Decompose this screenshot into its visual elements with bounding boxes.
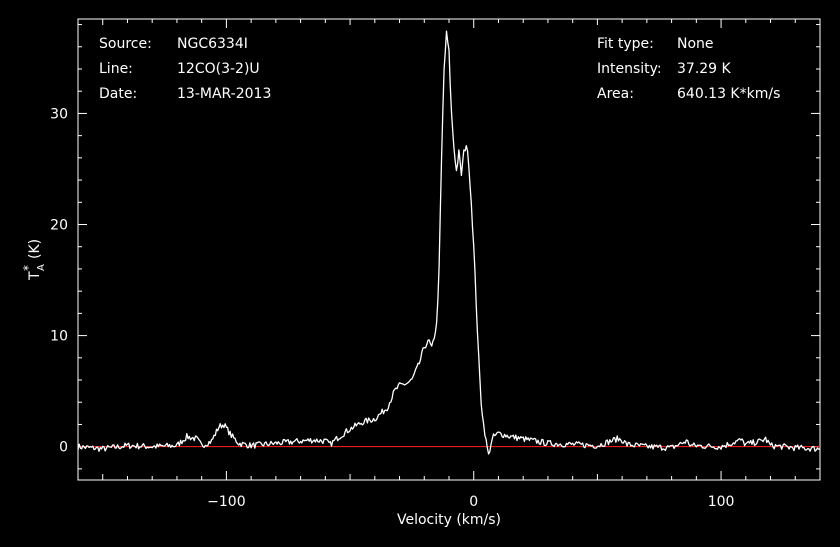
info-left-value: 13-MAR-2013 (177, 86, 272, 102)
y-tick-label: 20 (50, 218, 68, 234)
info-left-value: 12CO(3-2)U (177, 61, 260, 77)
y-tick-label: 0 (59, 440, 68, 456)
info-right-value: 640.13 K*km/s (677, 86, 781, 102)
info-panel-left: Source: NGC6334I Line: 12CO(3-2)U Date: 13-MA… (99, 32, 271, 107)
info-panel-right: Fit type: None Intensity: 37.29 K Area: 640.1… (597, 32, 780, 107)
spectrum-line (77, 30, 821, 455)
x-tick-label: 100 (708, 494, 735, 510)
y-axis-label-subscript: A (36, 264, 46, 271)
info-right-label: Intensity: (597, 61, 662, 77)
info-right-value: 37.29 K (677, 61, 731, 77)
info-left-label: Date: (99, 86, 138, 102)
info-right-label: Fit type: (597, 36, 654, 52)
info-left-label: Source: (99, 36, 152, 52)
y-tick-label: 30 (50, 106, 68, 122)
y-axis-label-superscript: * (22, 265, 35, 271)
info-right-label: Area: (597, 86, 634, 102)
info-right-row: Fit type: None (597, 32, 780, 57)
info-right-value: None (677, 36, 714, 52)
x-tick-label: 0 (469, 494, 478, 510)
x-tick-label: −100 (207, 494, 245, 510)
axis-ticks (77, 19, 821, 480)
axis-tick-labels: −100 0 100 0 10 20 30 (50, 106, 734, 510)
info-left-label: Line: (99, 61, 133, 77)
y-axis-label-unit: (K) (27, 239, 43, 259)
info-right-row: Intensity: 37.29 K (597, 57, 780, 82)
x-axis-label: Velocity (km/s) (397, 512, 501, 528)
info-left-row: Source: NGC6334I (99, 32, 271, 57)
info-left-row: Date: 13-MAR-2013 (99, 82, 271, 107)
info-right-row: Area: 640.13 K*km/s (597, 82, 780, 107)
info-left-value: NGC6334I (177, 36, 248, 52)
y-tick-label: 10 (50, 329, 68, 345)
y-axis-label: T A * (K) (22, 239, 46, 281)
y-axis-label-text: T (27, 271, 43, 281)
info-left-row: Line: 12CO(3-2)U (99, 57, 271, 82)
